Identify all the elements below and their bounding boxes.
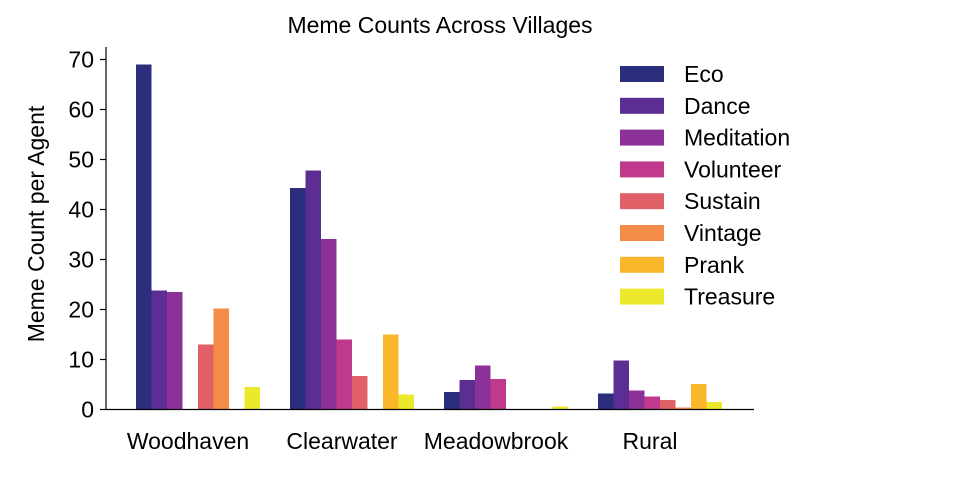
- bar-volunteer-clearwater: [336, 339, 352, 410]
- legend-swatch-meditation: [620, 129, 664, 146]
- legend-swatch-prank: [620, 256, 664, 273]
- y-tick-label: 0: [81, 397, 94, 423]
- legend-label-sustain: Sustain: [684, 188, 761, 214]
- y-tick-label: 40: [68, 197, 94, 223]
- bar-volunteer-rural: [644, 396, 660, 410]
- legend-swatch-eco: [620, 66, 664, 82]
- bars-group: [136, 64, 722, 410]
- y-tick-label: 20: [68, 297, 94, 323]
- bar-dance-meadowbrook: [459, 380, 475, 410]
- y-tick-label: 50: [68, 147, 94, 173]
- bar-treasure-clearwater: [398, 394, 414, 410]
- legend-label-eco: Eco: [684, 61, 724, 87]
- bar-dance-clearwater: [305, 170, 321, 410]
- legend-label-meditation: Meditation: [684, 125, 790, 151]
- legend-label-vintage: Vintage: [684, 220, 762, 246]
- x-tick-label: Rural: [623, 428, 678, 454]
- bar-meditation-clearwater: [321, 239, 337, 410]
- x-tick-label: Clearwater: [286, 428, 398, 454]
- y-tick-label: 30: [68, 247, 94, 273]
- bar-treasure-meadowbrook: [552, 406, 568, 410]
- bar-vintage-woodhaven: [213, 308, 229, 410]
- legend-swatch-vintage: [620, 225, 664, 241]
- bar-meditation-meadowbrook: [475, 365, 491, 410]
- legend-label-dance: Dance: [684, 93, 750, 119]
- bar-dance-rural: [613, 360, 629, 410]
- legend-swatch-sustain: [620, 193, 664, 210]
- y-ticks-group: 0 10 20 30 40 50 60 70: [68, 47, 106, 423]
- bar-eco-rural: [598, 393, 614, 410]
- legend-swatch-dance: [620, 97, 664, 114]
- bar-meditation-rural: [629, 390, 645, 410]
- bar-vintage-rural: [675, 407, 691, 410]
- bar-treasure-rural: [706, 402, 722, 410]
- bar-eco-clearwater: [290, 188, 306, 410]
- bar-dance-woodhaven: [151, 290, 167, 410]
- legend: Eco Dance Meditation Volunteer Sustain Vintag…: [620, 61, 790, 310]
- bar-sustain-clearwater: [352, 376, 368, 410]
- legend-label-volunteer: Volunteer: [684, 156, 782, 182]
- bar-eco-meadowbrook: [444, 392, 460, 410]
- y-tick-label: 70: [68, 47, 94, 73]
- x-tick-label: Woodhaven: [127, 428, 249, 454]
- bar-prank-clearwater: [383, 334, 399, 410]
- bar-volunteer-meadowbrook: [490, 379, 506, 410]
- legend-label-prank: Prank: [684, 252, 745, 278]
- bar-treasure-woodhaven: [244, 387, 260, 410]
- chart-title: Meme Counts Across Villages: [287, 12, 592, 38]
- x-tick-label: Meadowbrook: [424, 428, 569, 454]
- bar-eco-woodhaven: [136, 64, 152, 410]
- x-ticks-group: Woodhaven Clearwater Meadowbrook Rural: [127, 428, 678, 454]
- y-axis-label: Meme Count per Agent: [23, 105, 49, 342]
- bar-sustain-woodhaven: [198, 344, 214, 410]
- bar-meditation-woodhaven: [167, 292, 183, 410]
- y-tick-label: 60: [68, 97, 94, 123]
- legend-swatch-treasure: [620, 288, 664, 305]
- legend-label-treasure: Treasure: [684, 284, 775, 310]
- y-tick-label: 10: [68, 347, 94, 373]
- legend-swatch-volunteer: [620, 161, 664, 178]
- bar-prank-rural: [691, 384, 707, 410]
- bar-sustain-rural: [660, 400, 676, 410]
